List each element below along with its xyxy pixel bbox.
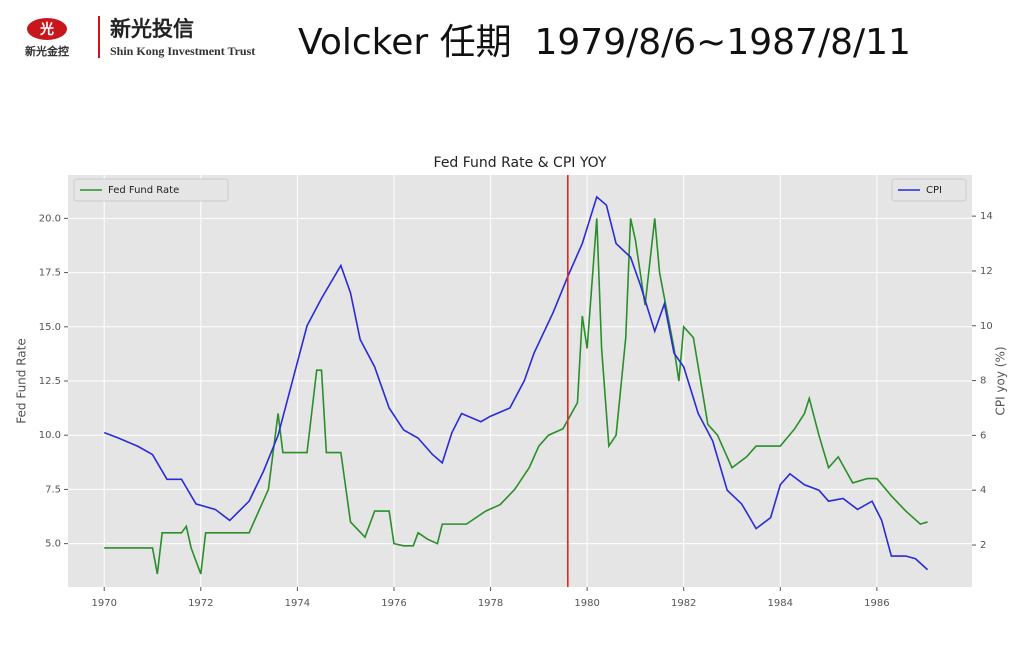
slide-title: Volcker 任期 1979/8/6~1987/8/11 (298, 22, 911, 63)
logo-mark: 光 (39, 21, 54, 38)
y2-axis-label: CPI yoy (%) (994, 346, 1008, 415)
series-line (104, 218, 928, 575)
x-tick-label: 1978 (478, 598, 503, 609)
chart: Fed Fund Rate & CPI YOY 1970 1972 1974 1976 1… (15, 155, 1008, 609)
y2-tick-label: 2 (980, 540, 986, 551)
y-tick-label: 7.5 (45, 484, 61, 495)
x-tick-label: 1986 (864, 598, 889, 609)
y-tick-label: 10.0 (39, 430, 61, 441)
legend-box (73, 178, 229, 202)
company-name-en: Shin Kong Investment Trust (110, 44, 255, 58)
legend-box (891, 178, 967, 202)
y2-tick-label: 14 (980, 211, 993, 222)
y-axis-label: Fed Fund Rate (15, 338, 29, 423)
series-line (103, 195, 929, 571)
x-tick-label: 1974 (285, 598, 310, 609)
x-tick-label: 1980 (574, 598, 599, 609)
y-tick-label: 12.5 (39, 376, 61, 387)
y2-tick-label: 8 (980, 376, 986, 387)
logo-oval (27, 18, 67, 40)
y2-tick-label: 10 (980, 321, 993, 332)
x-tick-label: 1982 (671, 598, 696, 609)
y2-tick-label: 6 (980, 430, 986, 441)
y-tick-label: 20.0 (39, 213, 61, 224)
y-tick-label: 17.5 (39, 268, 61, 279)
chart-title: Fed Fund Rate & CPI YOY (434, 155, 607, 171)
x-tick-label: 1976 (381, 598, 406, 609)
group-name: 新光金控 (25, 44, 69, 58)
company-name: 新光投信 (110, 17, 194, 41)
x-tick-label: 1984 (768, 598, 793, 609)
x-tick-label: 1972 (188, 598, 213, 609)
x-tick-label: 1970 (91, 598, 116, 609)
legend-label: Fed Fund Rate (108, 185, 179, 196)
y2-tick-label: 12 (980, 266, 993, 277)
y2-tick-label: 4 (980, 485, 986, 496)
y-tick-label: 5.0 (45, 539, 61, 550)
legend-label: CPI (926, 185, 942, 196)
y-tick-label: 15.0 (39, 322, 61, 333)
